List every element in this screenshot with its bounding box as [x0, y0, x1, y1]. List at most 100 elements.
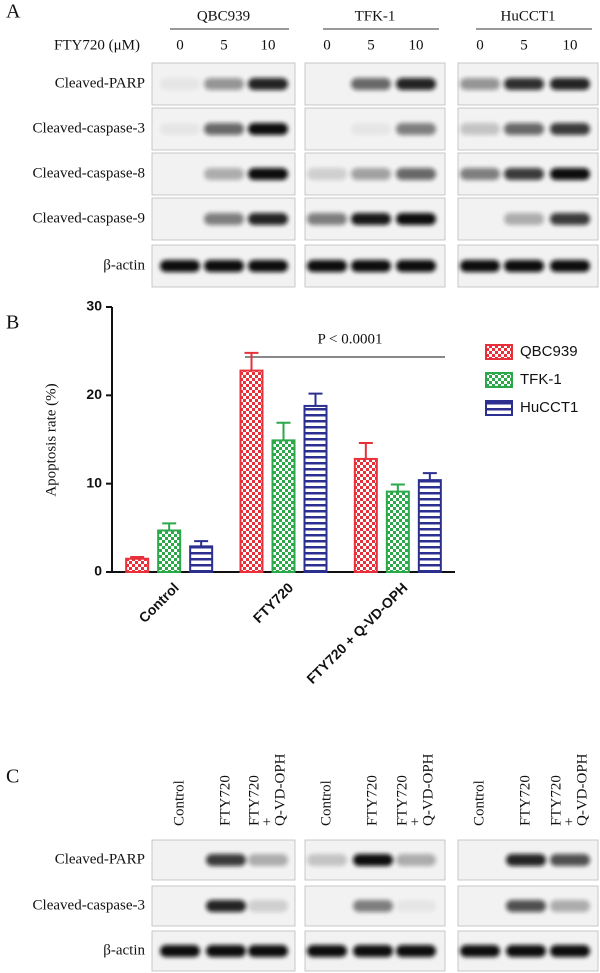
blot-band [550, 945, 590, 957]
blot-band [351, 78, 391, 90]
bar [353, 457, 378, 573]
blot-band [396, 78, 436, 90]
dose-label: 0 [476, 37, 484, 53]
blot-band [460, 945, 500, 957]
x-tick-label: FTY720 [250, 579, 297, 626]
cell-line-label: HuCCT1 [500, 8, 555, 24]
lane-label: FTY720 [394, 775, 410, 826]
blot-band [248, 945, 288, 957]
lane-label: FTY720 [548, 775, 564, 826]
error-bar [422, 472, 437, 481]
blot-band [160, 78, 200, 90]
panel-label: A [6, 1, 21, 23]
bar [157, 529, 182, 574]
bar [125, 557, 150, 573]
blot-band [206, 945, 246, 957]
blot-band [351, 168, 391, 180]
legend-swatch [485, 400, 513, 416]
cell-line-label: TFK-1 [355, 8, 396, 24]
y-tick-label: 30 [86, 298, 102, 314]
blot-band [550, 213, 590, 225]
blot-band [396, 123, 436, 135]
lane-label: + [259, 818, 275, 826]
blot-band [550, 168, 590, 180]
error-bar [358, 442, 373, 459]
y-axis-label: Apoptosis rate (%) [43, 383, 59, 496]
dose-label: 0 [176, 37, 184, 53]
dose-label: 10 [563, 37, 578, 53]
legend-swatch [485, 344, 513, 360]
legend-label: HuCCT1 [520, 399, 578, 416]
error-bar [194, 540, 209, 547]
blot-band [396, 213, 436, 225]
blot-band [353, 854, 393, 866]
blot-band [550, 78, 590, 90]
lane-label: FTY720 [364, 775, 380, 826]
blot-band [504, 123, 544, 135]
blot-band [351, 260, 391, 272]
blot-band [204, 78, 244, 90]
y-tick-label: 10 [86, 474, 102, 490]
lane-label: FTY720 [246, 775, 262, 826]
row-label: β-actin [103, 942, 145, 958]
lane-label: FTY720 [217, 775, 233, 826]
blot-band [307, 260, 347, 272]
legend-swatch [485, 372, 513, 388]
y-tick-label: 0 [94, 563, 102, 579]
bar [271, 439, 296, 573]
blot-band [506, 900, 546, 912]
x-tick-label: FTY720 + Q-VD-OPH [303, 579, 410, 686]
blot-band [504, 260, 544, 272]
blot-band [307, 168, 347, 180]
blot-band [506, 854, 546, 866]
row-label: Cleaved-PARP [55, 75, 145, 91]
blot-band [550, 260, 590, 272]
blot-band [206, 854, 246, 866]
legend-label: QBC939 [520, 343, 578, 360]
blot-band [307, 213, 347, 225]
bar [189, 545, 214, 574]
lane-label: FTY720 [517, 775, 533, 826]
bar [303, 404, 328, 573]
blot-band [396, 945, 436, 957]
dose-label: FTY720 (μM) [54, 37, 140, 53]
blot-band [504, 78, 544, 90]
error-bar [308, 392, 323, 406]
y-tick-label: 20 [86, 386, 102, 402]
panel-label: B [6, 312, 19, 334]
dose-label: 5 [367, 37, 375, 53]
blot-band [504, 168, 544, 180]
x-tick-label: Control [135, 579, 182, 626]
error-bar [162, 522, 177, 531]
blot-band [160, 123, 200, 135]
row-label: Cleaved-caspase-3 [33, 120, 145, 136]
bar [417, 479, 442, 573]
dose-label: 5 [520, 37, 528, 53]
blot-band [353, 900, 393, 912]
lane-label: Q-VD-OPH [574, 753, 590, 826]
dose-label: 10 [261, 37, 276, 53]
lane-label: + [561, 818, 577, 826]
blot-band [248, 168, 288, 180]
dose-label: 5 [220, 37, 228, 53]
error-bar [276, 421, 291, 441]
blot-band [248, 260, 288, 272]
blot-band [506, 945, 546, 957]
dose-label: 0 [323, 37, 331, 53]
blot-band [504, 213, 544, 225]
blot-band [160, 260, 200, 272]
blot-band [351, 213, 391, 225]
annotation: P < 0.0001 [318, 331, 383, 347]
lane-label: Q-VD-OPH [420, 753, 436, 826]
lane-label: Control [471, 780, 487, 826]
blot-band [206, 900, 246, 912]
lane-label: Q-VD-OPH [272, 753, 288, 826]
row-label: Cleaved-caspase-3 [33, 897, 145, 913]
blot-band [204, 213, 244, 225]
error-bar [390, 483, 405, 492]
blot-band [204, 260, 244, 272]
blot-band [248, 123, 288, 135]
blot-band [396, 260, 436, 272]
blot-band [248, 854, 288, 866]
